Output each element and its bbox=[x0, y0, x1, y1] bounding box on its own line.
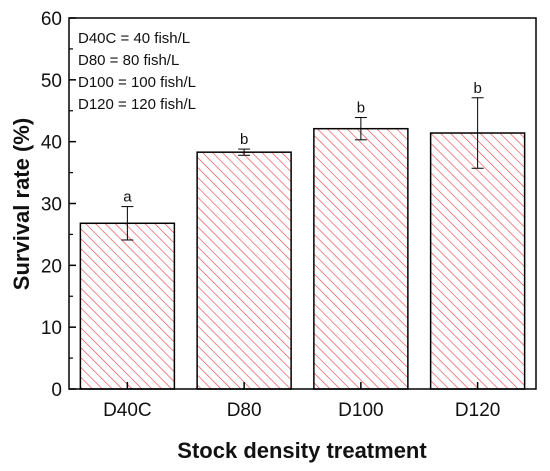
x-tick-label: D120 bbox=[455, 400, 500, 421]
significance-label: b bbox=[240, 131, 248, 148]
bar-d100 bbox=[313, 127, 409, 390]
y-axis: 0 10 20 30 40 50 60 bbox=[41, 9, 76, 401]
significance-label: b bbox=[357, 100, 365, 117]
y-tick-label: 10 bbox=[41, 318, 62, 339]
y-tick-label: 60 bbox=[41, 9, 62, 30]
legend-entry: D100 = 100 fish/L bbox=[78, 74, 196, 91]
legend: D40C = 40 fish/L D80 = 80 fish/L D100 = 10… bbox=[78, 30, 196, 113]
y-tick-label: 40 bbox=[41, 133, 62, 154]
legend-entry: D40C = 40 fish/L bbox=[78, 30, 190, 47]
legend-entry: D120 = 120 fish/L bbox=[78, 96, 196, 113]
bar-d120 bbox=[429, 132, 526, 390]
x-tick-label: D100 bbox=[338, 400, 383, 421]
bar-d80 bbox=[196, 151, 292, 390]
x-tick-label: D80 bbox=[227, 400, 262, 421]
bar-d40c bbox=[79, 222, 176, 390]
significance-label: a bbox=[123, 189, 132, 206]
legend-entry: D80 = 80 fish/L bbox=[78, 52, 179, 69]
bars-layer: a b b b bbox=[79, 80, 526, 390]
y-tick-label: 20 bbox=[41, 256, 62, 277]
y-tick-label: 50 bbox=[41, 71, 62, 92]
y-tick-label: 30 bbox=[41, 195, 62, 216]
x-tick-label: D40C bbox=[103, 400, 152, 421]
y-axis-title: Survival rate (%) bbox=[9, 118, 34, 290]
x-axis: D40C D80 D100 D120 bbox=[103, 382, 500, 421]
significance-label: b bbox=[473, 80, 481, 97]
x-axis-title: Stock density treatment bbox=[177, 438, 427, 463]
y-tick-label: 0 bbox=[51, 380, 62, 401]
